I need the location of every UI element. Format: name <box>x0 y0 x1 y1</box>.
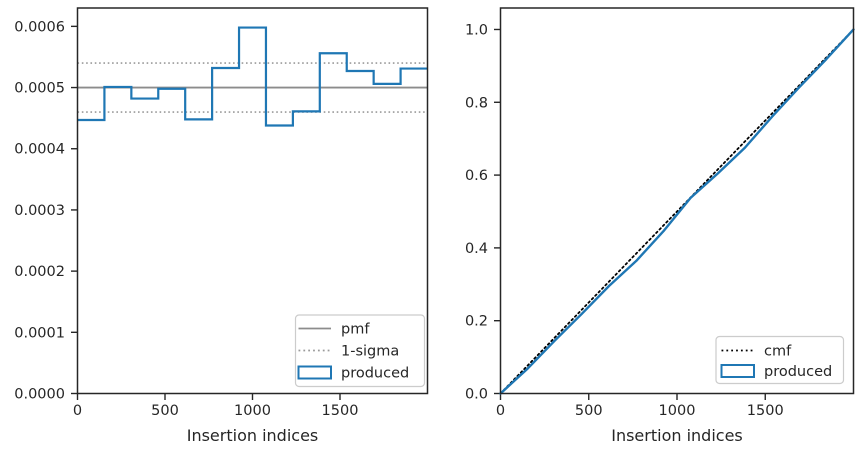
axes-spines <box>76 7 429 395</box>
y-tick-label: 0.0002 <box>14 264 65 280</box>
y-tick-label: 0.0006 <box>14 19 65 35</box>
x-axis-ticks: 0 500 1000 1500 <box>496 393 784 419</box>
y-tick-label: 0.0005 <box>14 81 65 97</box>
x-tick-label: 1000 <box>234 403 271 419</box>
series-produced <box>77 26 428 127</box>
legend-label: produced <box>764 364 832 380</box>
x-axis-label: Insertion indices <box>187 426 319 445</box>
x-tick-label: 1500 <box>747 403 784 419</box>
cmf_plot: 0 500 1000 1500 0.0 0.2 0.4 0.6 0.8 1.0 Insertion … <box>465 7 855 445</box>
legend-swatch-produced <box>297 365 332 380</box>
legend-label: 1-sigma <box>341 344 399 360</box>
y-tick-label: 0.0000 <box>14 387 65 403</box>
y-tick-label: 0.0004 <box>14 142 65 158</box>
legend-swatch-produced <box>720 364 755 378</box>
axes-spines <box>499 7 855 395</box>
y-axis-ticks: 0.0 0.2 0.4 0.6 0.8 1.0 <box>465 22 501 403</box>
pmf_plot: 0 500 1000 15000.00000.00010.00020.00030.00… <box>14 7 429 445</box>
legend-label: produced <box>341 366 409 382</box>
x-tick-label: 1500 <box>322 403 359 419</box>
x-tick-label: 500 <box>151 403 179 419</box>
x-axis-ticks: 0 500 1000 1500 <box>73 393 359 419</box>
y-tick-label: 0.0003 <box>14 203 65 219</box>
legend-label: pmf <box>341 322 370 338</box>
y-tick-label: 0.8 <box>465 95 488 111</box>
series-produced <box>499 28 855 395</box>
y-tick-label: 0.0001 <box>14 325 65 341</box>
y-axis-ticks: 0.0000 0.0001 0.0002 0.0003 0.0004 0.0005 0.00… <box>14 19 78 403</box>
legend-label: cmf <box>764 344 792 360</box>
legend: pmf 1-sigma produced <box>294 314 426 388</box>
y-tick-label: 1.0 <box>465 22 488 38</box>
x-tick-label: 500 <box>575 403 603 419</box>
x-tick-label: 0 <box>496 403 505 419</box>
y-tick-label: 0.2 <box>465 314 488 330</box>
y-tick-label: 0.6 <box>465 168 488 184</box>
legend: cmf produced <box>715 335 845 385</box>
series-cmf <box>499 28 855 395</box>
y-tick-label: 0.4 <box>465 241 488 257</box>
x-axis-label: Insertion indices <box>611 426 743 445</box>
x-tick-label: 1000 <box>659 403 696 419</box>
x-tick-label: 0 <box>73 403 82 419</box>
y-tick-label: 0.0 <box>465 387 488 403</box>
